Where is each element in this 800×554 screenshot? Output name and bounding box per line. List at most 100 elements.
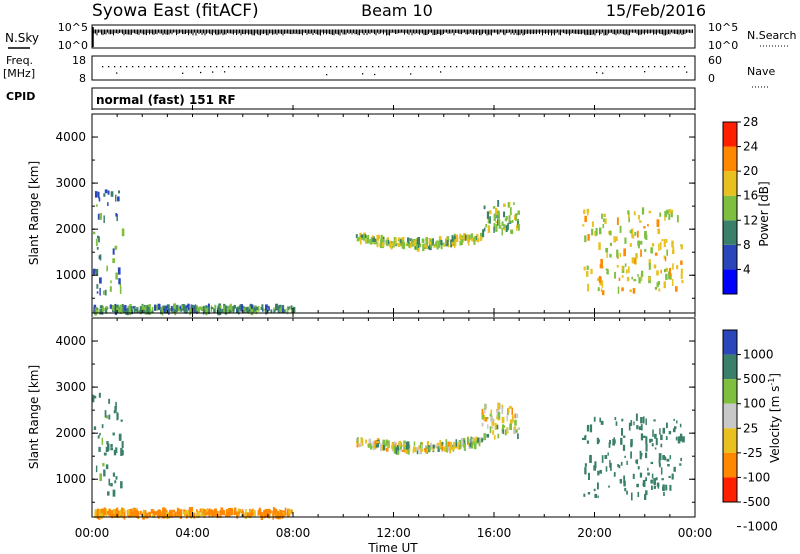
range-cell — [441, 446, 444, 451]
range-cell — [393, 445, 397, 454]
range-cell — [620, 461, 623, 466]
range-cell — [385, 439, 388, 447]
range-cell — [628, 217, 631, 223]
range-cell — [455, 439, 458, 447]
range-cell — [190, 512, 192, 519]
colorbar-tick-label: 100 — [743, 397, 766, 411]
freq-dot — [348, 66, 350, 68]
range-cell — [633, 211, 636, 216]
range-cell — [624, 263, 627, 267]
range-cell — [376, 241, 379, 248]
range-cell — [223, 305, 225, 313]
range-cell — [502, 429, 505, 434]
range-cell — [394, 237, 397, 244]
range-cell — [517, 427, 520, 430]
range-cell — [587, 233, 590, 241]
range-cell — [250, 304, 254, 313]
range-cell — [119, 283, 122, 287]
range-cell — [107, 190, 110, 195]
range-cell — [639, 450, 642, 455]
range-cell — [495, 221, 497, 224]
range-cell — [255, 306, 259, 310]
noise-panel-frame — [91, 24, 696, 49]
range-cell — [133, 305, 136, 313]
range-cell — [155, 304, 158, 311]
range-cell — [179, 511, 182, 519]
range-cell — [190, 506, 194, 515]
range-cell — [385, 443, 389, 447]
freq-dot — [426, 66, 428, 68]
range-cell — [600, 420, 604, 425]
range-cell — [114, 245, 118, 250]
range-cell — [107, 202, 109, 206]
range-cell — [151, 310, 154, 314]
range-cell — [257, 509, 260, 516]
range-cell — [374, 440, 377, 449]
freq-panel: Freq. [MHz] 18 8 60 0 Nave — [3, 54, 775, 88]
range-cell — [146, 306, 150, 315]
range-cell — [657, 281, 661, 285]
range-cell — [430, 239, 433, 242]
range-cell — [641, 207, 645, 215]
range-cell — [149, 308, 152, 315]
freq-dot — [276, 66, 278, 68]
velocity-colorbar-label: Velocity [m s-1] — [767, 373, 782, 463]
range-cell — [447, 446, 450, 452]
range-cell — [618, 464, 621, 469]
range-cell — [483, 408, 486, 414]
freq-dot — [270, 66, 272, 68]
y-tick-label: 3000 — [55, 380, 86, 394]
power-colorbar-label: Power [dB] — [757, 181, 771, 246]
range-cell — [656, 482, 660, 487]
range-cell — [172, 308, 175, 312]
range-cell — [505, 216, 508, 221]
range-cell — [438, 447, 442, 450]
range-cell — [385, 447, 389, 452]
range-cell — [663, 492, 665, 497]
range-cell — [594, 461, 597, 469]
freq-dot — [336, 66, 338, 68]
range-cell — [255, 308, 258, 315]
range-cell — [637, 241, 640, 249]
range-cell — [278, 305, 281, 310]
range-cell — [509, 423, 512, 431]
range-cell — [489, 413, 492, 417]
range-cell — [204, 512, 208, 516]
freq-dot — [384, 66, 386, 68]
range-cell — [660, 467, 663, 475]
range-cell — [662, 427, 666, 434]
range-cell — [102, 463, 105, 467]
range-cell — [590, 268, 593, 275]
range-cell — [643, 226, 646, 229]
range-cell — [221, 509, 224, 514]
range-cell — [379, 239, 383, 243]
range-cell — [509, 202, 511, 206]
range-cell — [393, 441, 396, 445]
freq-dot — [204, 66, 206, 68]
range-cell — [258, 507, 261, 515]
x-tick-label: 04:00 — [175, 526, 210, 540]
range-cell — [398, 238, 401, 241]
nave-dot — [326, 73, 328, 76]
range-cell — [645, 418, 647, 426]
range-cell — [382, 444, 385, 451]
range-cell — [501, 407, 504, 415]
range-cell — [657, 228, 661, 235]
range-cell — [599, 264, 603, 269]
range-cell — [449, 441, 452, 450]
range-cell — [601, 290, 605, 296]
range-cell — [117, 267, 121, 275]
range-cell — [416, 447, 419, 455]
range-cell — [470, 441, 474, 449]
range-cell — [231, 508, 234, 516]
range-cell — [198, 310, 200, 314]
range-cell — [469, 442, 472, 448]
range-cell — [370, 237, 373, 245]
range-cell — [125, 308, 129, 315]
range-cell — [137, 511, 140, 519]
range-cell — [413, 240, 416, 247]
range-cell — [163, 513, 166, 519]
range-cell — [509, 419, 513, 424]
range-cell — [145, 512, 149, 519]
y-tick-label: 4000 — [55, 130, 86, 144]
